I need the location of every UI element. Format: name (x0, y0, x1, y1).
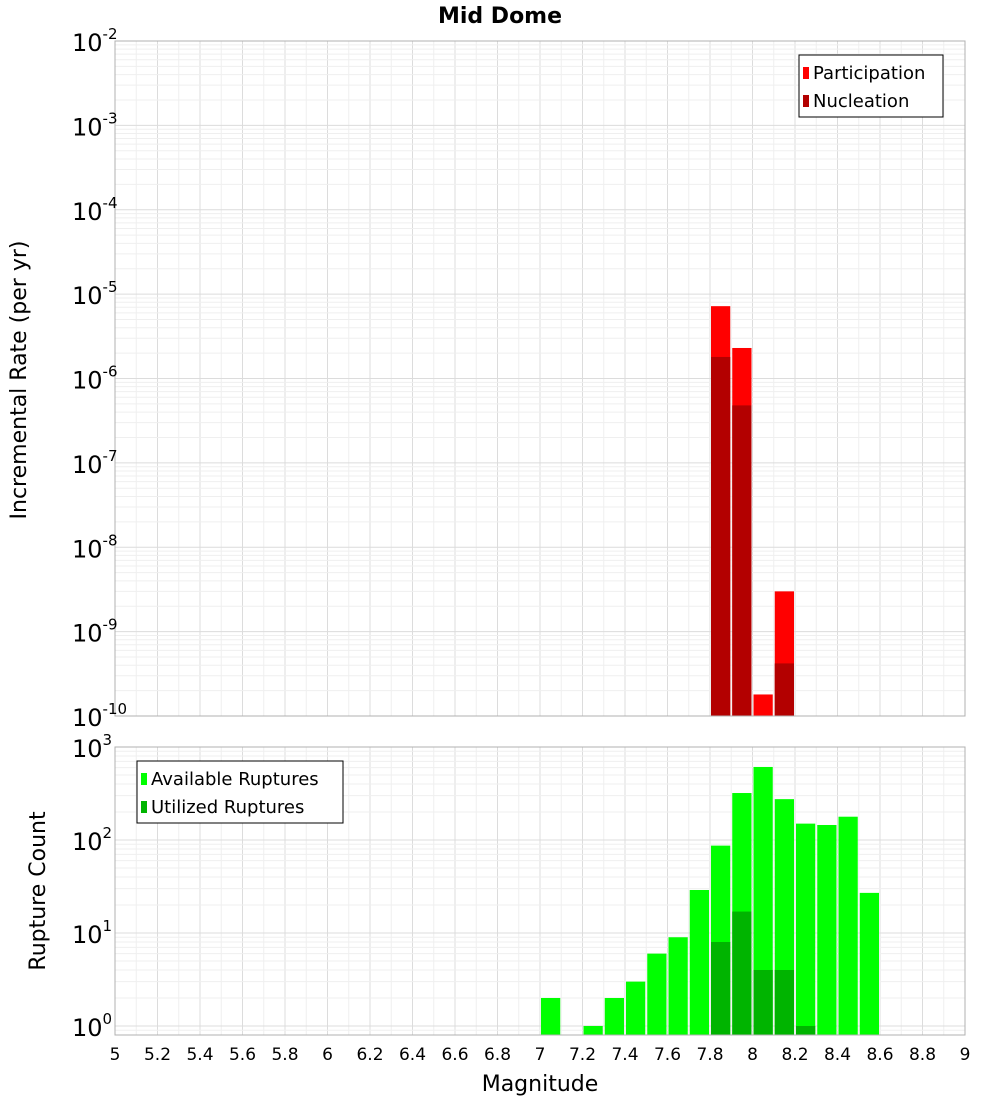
x-tick-label: 6.2 (356, 1045, 383, 1065)
x-tick-label: 8.6 (866, 1045, 893, 1065)
bottom-plot-rupture-count: 103 102 101 100 Available Ruptures Utilized R… (72, 731, 966, 1042)
bar-available-ruptures (796, 823, 816, 1035)
x-tick-label: 5 (110, 1045, 121, 1065)
legend-swatch-nucleation (803, 95, 809, 107)
x-tick-label: 7.2 (569, 1045, 596, 1065)
legend: Available Ruptures Utilized Ruptures (136, 760, 344, 824)
x-tick-label: 6.8 (484, 1045, 511, 1065)
y-tick-label: 10-4 (72, 194, 118, 226)
x-tick-label: 5.8 (271, 1045, 298, 1065)
x-tick-label: 5.6 (229, 1045, 256, 1065)
bar-nucleation (774, 663, 794, 716)
x-tick-label: 9 (960, 1045, 971, 1065)
x-tick-label: 8.4 (824, 1045, 851, 1065)
plot-frame (114, 40, 966, 717)
x-tick-label: 7.8 (696, 1045, 723, 1065)
x-tick-label: 5.2 (144, 1045, 171, 1065)
bar-nucleation (711, 356, 731, 716)
bar-available-ruptures (583, 1025, 603, 1035)
bar-available-ruptures (604, 997, 624, 1035)
bar-utilized-ruptures (753, 969, 773, 1035)
x-tick-label: 8 (747, 1045, 758, 1065)
bar-available-ruptures (626, 981, 646, 1035)
y-tick-label: 102 (72, 824, 112, 856)
legend-label: Nucleation (813, 91, 909, 112)
legend-swatch-available-ruptures (141, 773, 147, 785)
bar-available-ruptures (817, 824, 837, 1035)
y-tick-label: 10-3 (72, 109, 118, 141)
y-tick-label: 10-8 (72, 531, 118, 563)
bottom-y-axis-label: Rupture Count (26, 811, 51, 971)
y-tick-label: 101 (72, 917, 112, 949)
y-tick-label: 10-6 (72, 363, 118, 395)
x-tick-label: 8.2 (781, 1045, 808, 1065)
bar-available-ruptures (541, 997, 561, 1035)
bar-available-ruptures (838, 816, 858, 1035)
bar-nucleation (732, 405, 752, 716)
x-tick-label: 6.6 (441, 1045, 468, 1065)
y-tick-label: 10-2 (72, 25, 118, 57)
bar-available-ruptures (668, 937, 688, 1035)
legend-label: Available Ruptures (151, 769, 319, 790)
legend-label: Utilized Ruptures (151, 797, 304, 818)
x-tick-label: 7.6 (654, 1045, 681, 1065)
y-tick-label: 10-7 (72, 447, 118, 479)
legend-swatch-utilized-ruptures (141, 801, 147, 813)
chart-title: Mid Dome (438, 4, 562, 29)
y-tick-label: 10-10 (72, 700, 127, 732)
top-plot-rate: 10-2 10-3 10-4 10-5 10-6 10-7 10-8 10-9 10-10 Par… (72, 25, 966, 732)
legend-swatch-participation (803, 67, 809, 79)
top-y-axis-label: Incremental Rate (per yr) (7, 241, 32, 520)
legend: Participation Nucleation (798, 54, 944, 118)
x-tick-label: 5.4 (186, 1045, 213, 1065)
bar-utilized-ruptures (711, 942, 731, 1035)
x-tick-label: 6.4 (399, 1045, 426, 1065)
y-tick-label: 103 (72, 731, 112, 763)
bar-participation (753, 694, 773, 716)
y-tick-label: 100 (72, 1010, 112, 1042)
bar-available-ruptures (689, 889, 709, 1035)
bar-available-ruptures (859, 892, 879, 1035)
bar-utilized-ruptures (774, 969, 794, 1035)
bar-utilized-ruptures (732, 911, 752, 1035)
x-tick-label: 8.8 (909, 1045, 936, 1065)
bar-utilized-ruptures (796, 1025, 816, 1035)
legend-box (136, 760, 344, 824)
bar-available-ruptures (647, 953, 667, 1035)
x-tick-label: 6 (322, 1045, 333, 1065)
x-axis-label: Magnitude (482, 1072, 599, 1097)
plot-frame (114, 746, 966, 1036)
x-tick-label: 7.4 (611, 1045, 638, 1065)
legend-box (798, 54, 944, 118)
y-tick-label: 10-5 (72, 278, 118, 310)
x-tick-label: 7 (535, 1045, 546, 1065)
legend-label: Participation (813, 63, 925, 84)
bar-available-ruptures (753, 766, 773, 1035)
y-tick-label: 10-9 (72, 616, 118, 648)
